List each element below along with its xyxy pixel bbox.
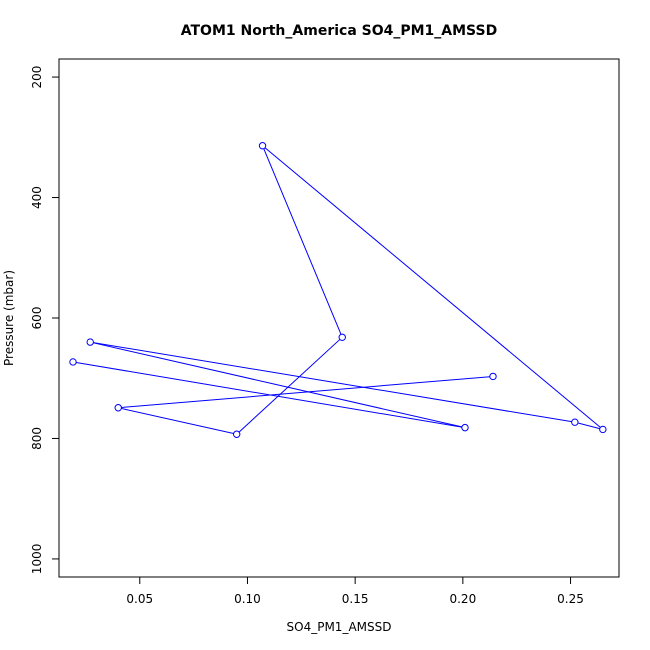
series-line-segment xyxy=(76,362,462,428)
x-axis: 0.05 0.10 0.15 0.20 0.25 xyxy=(126,576,584,606)
x-tick-label: 0.20 xyxy=(449,592,476,606)
x-tick-label: 0.05 xyxy=(126,592,153,606)
y-axis-label: Pressure (mbar) xyxy=(2,270,16,366)
x-tick-label: 0.15 xyxy=(342,592,369,606)
y-tick-label: 200 xyxy=(30,66,44,89)
y-tick-label: 800 xyxy=(30,427,44,450)
series-layer xyxy=(69,142,607,438)
series-line-segment xyxy=(238,339,341,433)
series-line-segment xyxy=(93,342,572,423)
series-line-segment xyxy=(93,342,462,428)
y-tick-label: 600 xyxy=(30,307,44,330)
data-point xyxy=(232,430,241,438)
data-point xyxy=(338,333,346,341)
chart-title: ATOM1 North_America SO4_PM1_AMSSD xyxy=(181,23,497,39)
data-point xyxy=(86,338,94,346)
series-line-segment xyxy=(577,422,600,430)
x-axis-label: SO4_PM1_AMSSD xyxy=(287,620,392,634)
data-point xyxy=(571,418,579,426)
y-tick-label: 1000 xyxy=(30,544,44,575)
data-point xyxy=(489,372,497,381)
data-point xyxy=(599,425,607,434)
y-tick-label: 400 xyxy=(30,186,44,209)
data-point xyxy=(114,404,122,412)
y-axis: 200 400 600 800 1000 xyxy=(30,66,60,575)
series-line-segment xyxy=(263,148,342,335)
x-tick-label: 0.25 xyxy=(557,592,584,606)
series-line-segment xyxy=(121,407,234,435)
x-tick-label: 0.10 xyxy=(234,592,261,606)
data-point xyxy=(258,142,267,150)
data-point xyxy=(69,358,77,366)
data-point xyxy=(461,423,469,432)
series-line-segment xyxy=(121,376,490,408)
series-line-segment xyxy=(264,147,601,428)
